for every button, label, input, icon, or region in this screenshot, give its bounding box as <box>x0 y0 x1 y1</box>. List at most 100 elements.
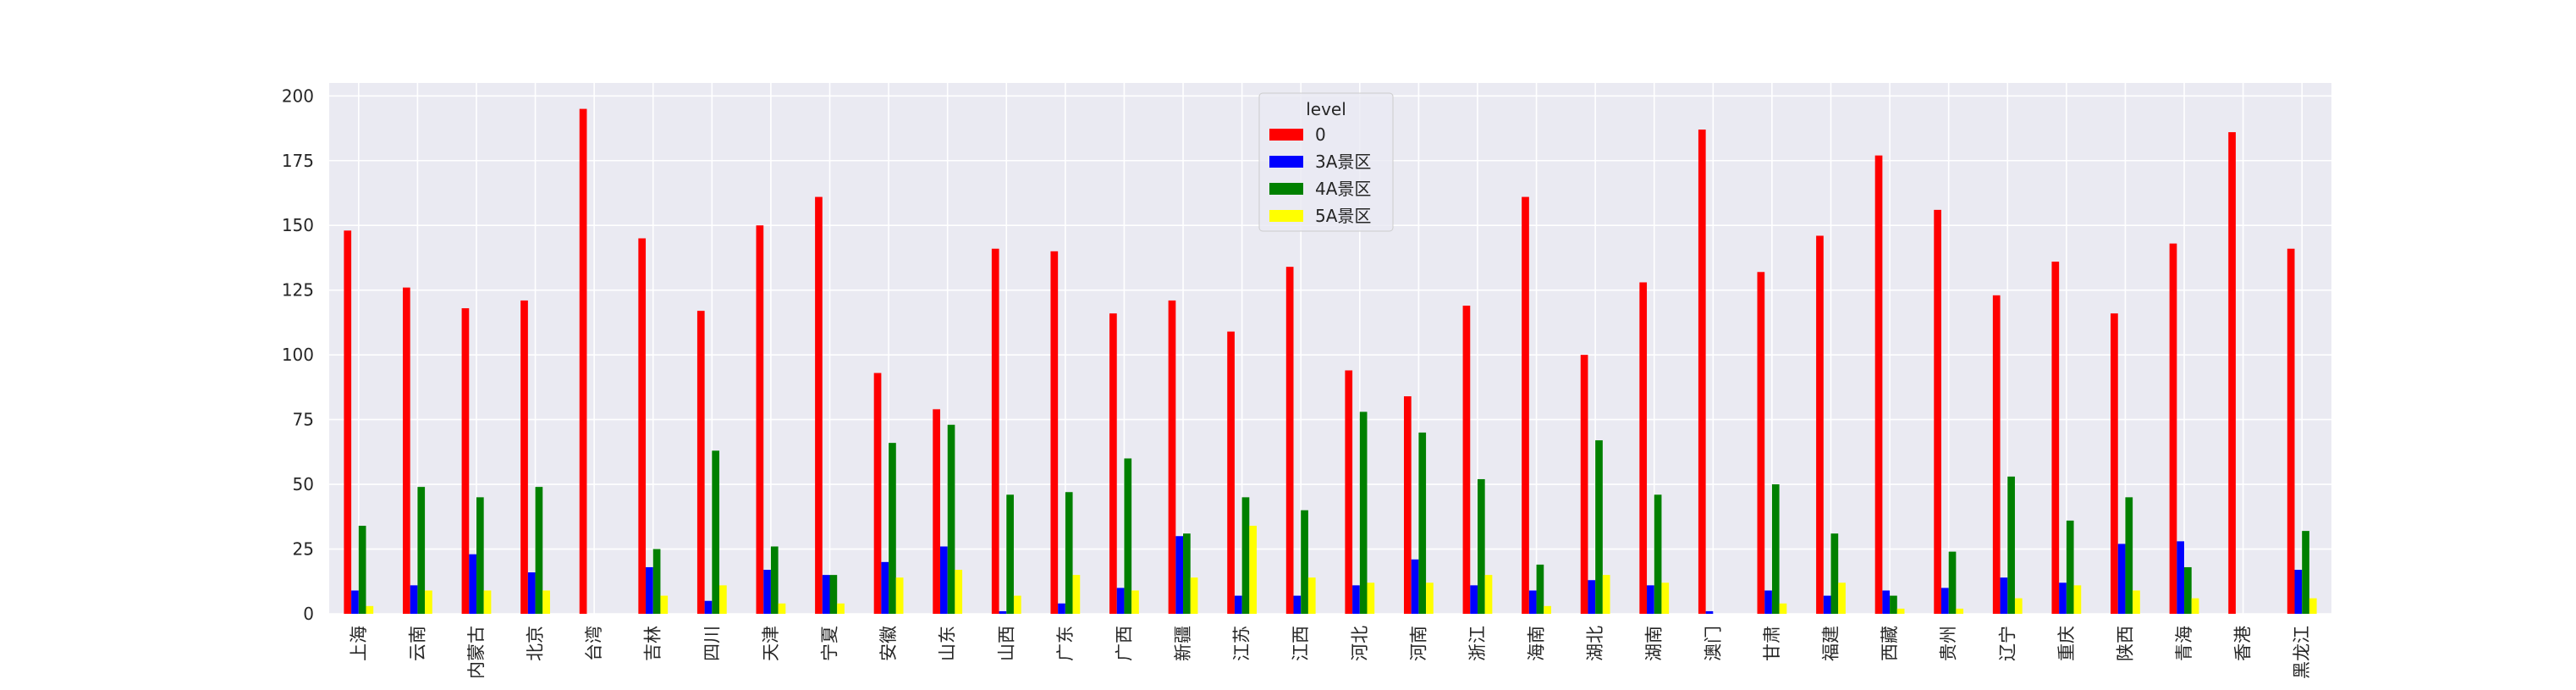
bar-series-3 <box>425 590 432 614</box>
x-tick-label: 湖南 <box>1644 626 1665 661</box>
bar-series-1 <box>763 570 771 614</box>
legend-label: 5A景区 <box>1315 206 1371 226</box>
bar-series-3 <box>778 603 786 614</box>
x-tick-label: 甘肃 <box>1762 626 1782 661</box>
legend-label: 0 <box>1315 124 1326 145</box>
bar-series-3 <box>1249 526 1258 614</box>
bar-series-1 <box>1528 590 1537 614</box>
bar-series-2 <box>1359 411 1368 614</box>
bar-series-1 <box>1116 588 1125 614</box>
bar-series-1 <box>1764 590 1772 614</box>
x-tick-label: 澳门 <box>1703 626 1723 661</box>
bar-level-0 <box>1639 282 1648 614</box>
legend-box <box>1258 92 1394 232</box>
y-tick-label: 200 <box>282 86 314 106</box>
bar-level-0 <box>1934 209 1941 614</box>
bar-series-2 <box>712 450 720 614</box>
x-tick-label: 山东 <box>938 626 958 661</box>
x-tick-label: 吉林 <box>643 626 663 661</box>
bar-series-1 <box>822 575 830 614</box>
legend-label: 4A景区 <box>1315 179 1371 199</box>
bar-series-2 <box>476 497 484 614</box>
bar-series-3 <box>1131 590 1139 614</box>
bar-series-2 <box>652 549 661 614</box>
legend-label: 3A景区 <box>1315 152 1371 172</box>
bar-level-0 <box>1345 370 1353 614</box>
bar-level-0 <box>520 300 528 614</box>
bar-level-0 <box>1285 267 1294 614</box>
bar-series-1 <box>469 554 476 614</box>
bar-series-1 <box>1588 580 1596 614</box>
bar-series-3 <box>1484 575 1493 614</box>
x-tick-label: 上海 <box>349 626 369 661</box>
bar-series-2 <box>2007 476 2015 614</box>
bar-series-3 <box>366 605 374 614</box>
y-tick-label: 100 <box>282 345 314 365</box>
x-tick-label: 四川 <box>702 626 722 661</box>
x-tick-label: 陕西 <box>2115 626 2135 661</box>
bar-series-1 <box>1823 595 1831 614</box>
x-tick-label: 香港 <box>2233 626 2254 661</box>
x-tick-label: 台湾 <box>584 626 604 661</box>
x-tick-label: 浙江 <box>1467 626 1488 661</box>
x-tick-label: 云南 <box>407 626 427 661</box>
bar-series-1 <box>2059 582 2067 614</box>
bar-series-2 <box>1654 494 1662 614</box>
bar-series-2 <box>947 424 955 614</box>
x-tick-label: 江西 <box>1291 626 1311 661</box>
bar-series-2 <box>2066 520 2074 614</box>
bar-series-1 <box>2000 577 2008 614</box>
bar-series-3 <box>1367 582 1375 614</box>
bar-series-2 <box>2125 497 2133 614</box>
bar-series-3 <box>483 590 492 614</box>
bar-series-3 <box>2309 598 2317 614</box>
bar-level-0 <box>1874 155 1883 614</box>
x-tick-label: 贵州 <box>1939 626 1959 661</box>
x-tick-label: 湖北 <box>1585 626 1605 661</box>
bar-level-0 <box>1522 196 1529 614</box>
bar-series-2 <box>1006 494 1014 614</box>
bar-series-2 <box>1830 533 1839 614</box>
bar-series-2 <box>1536 564 1544 614</box>
legend-swatch <box>1269 210 1303 222</box>
bar-series-3 <box>895 577 904 614</box>
x-tick-label: 广东 <box>1055 626 1076 661</box>
bar-level-0 <box>873 373 882 614</box>
x-tick-label: 江苏 <box>1232 626 1252 661</box>
bar-level-0 <box>2169 243 2177 614</box>
bar-series-2 <box>889 443 896 614</box>
bar-series-1 <box>1293 595 1302 614</box>
bar-series-1 <box>2294 570 2303 614</box>
bar-series-3 <box>1661 582 1670 614</box>
bar-level-0 <box>579 108 587 614</box>
legend-swatch <box>1269 156 1303 168</box>
bar-series-2 <box>1124 458 1132 614</box>
x-tick-label: 重庆 <box>2056 626 2077 661</box>
bar-series-2 <box>1890 595 1897 614</box>
bar-series-1 <box>1234 595 1242 614</box>
bar-series-3 <box>2014 598 2023 614</box>
legend-title: level <box>1306 99 1346 119</box>
x-tick-label: 内蒙古 <box>466 626 487 679</box>
bar-series-2 <box>1418 432 1427 614</box>
bar-series-3 <box>2073 585 2082 614</box>
bar-series-2 <box>1595 440 1603 614</box>
bar-series-3 <box>1838 582 1846 614</box>
bar-series-2 <box>2184 566 2192 614</box>
bar-series-1 <box>410 585 418 614</box>
bar-level-0 <box>1403 396 1412 614</box>
bar-series-1 <box>351 590 359 614</box>
bar-series-3 <box>1190 577 1198 614</box>
x-tick-label: 河南 <box>1408 626 1428 661</box>
bar-series-1 <box>646 566 653 614</box>
y-tick-label: 175 <box>282 151 314 171</box>
x-tick-label: 黑龙江 <box>2292 626 2312 679</box>
bar-series-3 <box>2191 598 2199 614</box>
bar-series-3 <box>542 590 550 614</box>
bar-level-0 <box>461 308 470 614</box>
bar-series-2 <box>2302 531 2309 614</box>
bar-level-0 <box>638 238 647 614</box>
bar-series-3 <box>1426 582 1434 614</box>
bar-level-0 <box>756 225 764 614</box>
